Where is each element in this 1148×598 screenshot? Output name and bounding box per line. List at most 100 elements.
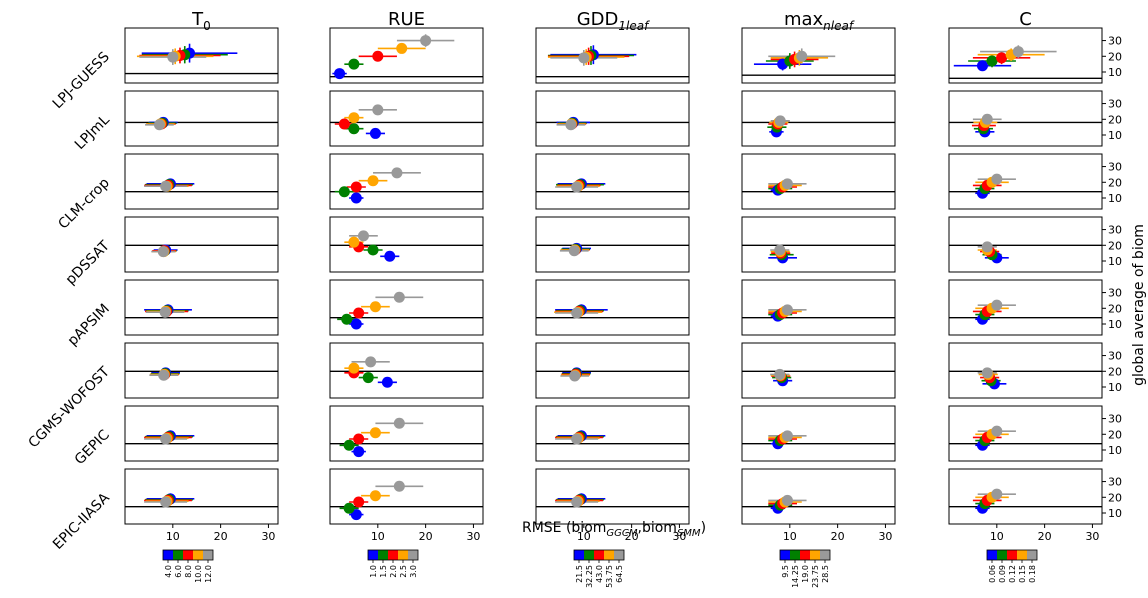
colorbar-swatch <box>398 550 408 560</box>
x-axis-label-main: RMSE (biom <box>522 520 606 536</box>
y-tick-label: 10 <box>1108 318 1122 331</box>
colorbar-swatch <box>388 550 398 560</box>
data-point <box>348 112 360 124</box>
panel <box>535 27 690 84</box>
data-point <box>796 50 808 62</box>
colorbar-tick-label: 3.0 <box>409 565 418 578</box>
panel <box>741 279 896 336</box>
panel-frame <box>741 405 896 462</box>
data-point <box>571 433 583 445</box>
data-point <box>350 509 362 521</box>
colorbar-tick-label: 8.0 <box>184 565 193 578</box>
data-point <box>350 181 362 193</box>
data-point <box>338 118 350 130</box>
colorbar-swatch <box>378 550 388 560</box>
panel <box>948 90 1103 147</box>
panel-frame <box>535 405 690 462</box>
model-row-label: GEPIC <box>72 427 113 468</box>
data-point <box>781 430 793 442</box>
colorbar-swatch <box>183 550 193 560</box>
colorbar-swatch <box>594 550 604 560</box>
colorbar-swatch <box>368 550 378 560</box>
colorbar-tick-label: 0.06 <box>988 565 997 583</box>
data-point <box>393 417 405 429</box>
data-point <box>393 480 405 492</box>
data-point <box>365 356 377 368</box>
data-point <box>153 119 165 131</box>
y-tick-label: 10 <box>1108 129 1122 142</box>
panel-frame <box>124 405 279 462</box>
y-tick-label: 20 <box>1108 491 1122 504</box>
y-tick-label: 10 <box>1108 507 1122 520</box>
data-point <box>565 119 577 131</box>
panel <box>124 216 279 273</box>
data-point <box>343 502 355 514</box>
panel <box>124 153 279 210</box>
panel-frame <box>124 90 279 147</box>
data-point <box>334 68 346 80</box>
colorbar-tick-label: 19.0 <box>801 565 810 583</box>
data-point <box>343 439 355 451</box>
colorbar-swatch <box>820 550 830 560</box>
panel <box>535 342 690 399</box>
panel-frame <box>124 216 279 273</box>
data-point <box>372 104 384 116</box>
panel-grid <box>124 27 1103 525</box>
colorbar-swatch <box>997 550 1007 560</box>
y-tick-label: 20 <box>1108 239 1122 252</box>
panel <box>535 90 690 147</box>
colorbar-swatch <box>1007 550 1017 560</box>
colorbar-swatch <box>1027 550 1037 560</box>
panel-frame <box>741 216 896 273</box>
data-point <box>976 60 988 72</box>
x-tick-label: 30 <box>466 530 480 543</box>
data-point <box>157 246 169 258</box>
data-point <box>338 186 350 198</box>
data-point <box>372 50 384 62</box>
colorbar-tick-label: 4.0 <box>164 565 173 578</box>
panel-frame <box>948 468 1103 525</box>
colorbar-swatch <box>1017 550 1027 560</box>
x-axis-label: RMSE (biomGGCM,biomSMM) <box>522 520 706 539</box>
y-tick-label: 30 <box>1108 35 1122 48</box>
panel-frame <box>741 342 896 399</box>
panel-frame <box>535 342 690 399</box>
column-title-main: GDD <box>577 9 619 30</box>
y-tick-label: 30 <box>1108 476 1122 489</box>
data-point <box>1012 46 1024 58</box>
panel <box>124 279 279 336</box>
y-tick-label: 10 <box>1108 66 1122 79</box>
data-point <box>357 230 369 242</box>
right-y-axis-label: global average of biom <box>1131 224 1147 386</box>
panel <box>535 153 690 210</box>
data-point <box>396 42 408 54</box>
data-point <box>367 244 379 256</box>
x-tick-label: 10 <box>166 530 180 543</box>
panel <box>329 342 484 399</box>
data-point <box>353 433 365 445</box>
data-point <box>991 488 1003 500</box>
y-tick-label: 20 <box>1108 176 1122 189</box>
row-labels: LPJ-GUESSLPJmLCLM-croppDSSATpAPSIMCGMS-W… <box>26 49 114 553</box>
data-point <box>571 496 583 508</box>
x-tick-label: 30 <box>878 530 892 543</box>
y-tick-label: 20 <box>1108 365 1122 378</box>
panel <box>948 279 1103 336</box>
data-point <box>774 115 786 127</box>
panel <box>124 405 279 462</box>
panel <box>329 405 484 462</box>
panel <box>329 216 484 273</box>
panel-frame <box>329 27 484 84</box>
data-point <box>578 52 590 64</box>
data-point <box>569 370 581 382</box>
data-point <box>991 173 1003 185</box>
data-point <box>384 250 396 262</box>
x-tick-label: 10 <box>577 530 591 543</box>
x-tick-label: 30 <box>261 530 275 543</box>
data-point <box>348 123 360 135</box>
x-tick-label: 20 <box>214 530 228 543</box>
colorbar-swatch <box>173 550 183 560</box>
y-tick-label: 30 <box>1108 350 1122 363</box>
data-point <box>348 236 360 248</box>
data-point <box>781 178 793 190</box>
